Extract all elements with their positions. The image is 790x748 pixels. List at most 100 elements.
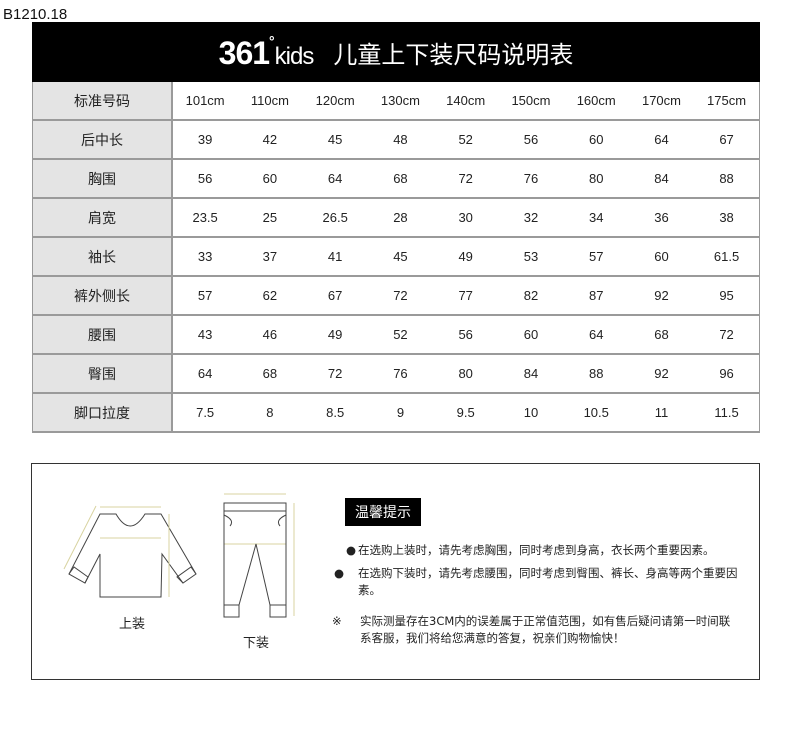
cell: 32 <box>498 198 564 238</box>
cell: 140cm <box>433 82 499 121</box>
cell: 36 <box>628 198 695 238</box>
cell: 60 <box>628 237 695 277</box>
cell: 11 <box>628 393 695 433</box>
cell: 56 <box>498 120 564 160</box>
cell: 64 <box>302 159 368 199</box>
cell: 84 <box>628 159 695 199</box>
bullet-icon: ● <box>334 566 345 580</box>
cell: 64 <box>563 315 629 355</box>
row-label: 袖长 <box>32 237 173 277</box>
cell: 60 <box>563 120 629 160</box>
row-label: 脚口拉度 <box>32 393 173 433</box>
cell: 82 <box>498 276 564 316</box>
cell: 28 <box>367 198 434 238</box>
note-text: 实际测量存在3CM内的误差属于正常值范围，如有售后疑问请第一时间联系客服，我们将… <box>360 614 731 645</box>
cell: 8.5 <box>302 393 368 433</box>
cell: 46 <box>237 315 303 355</box>
note-mark-icon: ※ <box>332 614 342 628</box>
bottom-garment-icon <box>223 502 287 618</box>
cell: 48 <box>367 120 434 160</box>
cell: 92 <box>628 276 695 316</box>
tip-item: ● 在选购上装时，请先考虑胸围，同时考虑到身高，衣长两个重要因素。 <box>346 542 726 559</box>
cell: 49 <box>302 315 368 355</box>
cell: 62 <box>237 276 303 316</box>
row-label: 腰围 <box>32 315 173 355</box>
cell: 8 <box>237 393 303 433</box>
row-label: 裤外侧长 <box>32 276 173 316</box>
cell: 72 <box>433 159 499 199</box>
cell: 67 <box>302 276 368 316</box>
cell: 9 <box>367 393 434 433</box>
table-row: 臀围 64 68 72 76 80 84 88 92 96 <box>32 354 760 394</box>
cell: 77 <box>433 276 499 316</box>
cell: 45 <box>302 120 368 160</box>
cell: 34 <box>563 198 629 238</box>
cell: 84 <box>498 354 564 394</box>
table-row: 脚口拉度 7.5 8 8.5 9 9.5 10 10.5 11 11.5 <box>32 393 760 433</box>
tip-text: 在选购下装时，请先考虑腰围，同时考虑到臀围、裤长、身高等两个重要因素。 <box>358 566 738 597</box>
cell: 38 <box>694 198 760 238</box>
cell: 52 <box>367 315 434 355</box>
cell: 110cm <box>237 82 303 121</box>
cell: 76 <box>498 159 564 199</box>
cell: 10.5 <box>563 393 629 433</box>
row-label: 臀围 <box>32 354 173 394</box>
cell: 68 <box>367 159 434 199</box>
banner: 361°kids 儿童上下装尺码说明表 <box>32 22 760 82</box>
cell: 87 <box>563 276 629 316</box>
table-row: 后中长 39 42 45 48 52 56 60 64 67 <box>32 120 760 160</box>
bottom-garment-label: 下装 <box>243 636 270 651</box>
cell: 96 <box>694 354 760 394</box>
row-label: 标准号码 <box>32 82 173 121</box>
product-code: B1210.18 <box>3 6 68 23</box>
chart-title: 儿童上下装尺码说明表 <box>333 40 574 69</box>
cell: 39 <box>172 120 238 160</box>
cell: 57 <box>172 276 238 316</box>
tip-item: ● 在选购下装时，请先考虑腰围，同时考虑到臀围、裤长、身高等两个重要因素。 <box>334 565 738 599</box>
cell: 68 <box>628 315 695 355</box>
cell: 92 <box>628 354 695 394</box>
size-table: 标准号码 101cm 110cm 120cm 130cm 140cm 150cm 160cm 1… <box>32 82 760 433</box>
cell: 80 <box>563 159 629 199</box>
cell: 11.5 <box>694 393 760 433</box>
cell: 61.5 <box>694 237 760 277</box>
cell: 88 <box>694 159 760 199</box>
table-row: 腰围 43 46 49 52 56 60 64 68 72 <box>32 315 760 355</box>
cell: 45 <box>367 237 434 277</box>
cell: 10 <box>498 393 564 433</box>
cell: 72 <box>694 315 760 355</box>
bullet-icon: ● <box>346 543 357 557</box>
cell: 160cm <box>563 82 629 121</box>
table-row: 袖长 33 37 41 45 49 53 57 60 61.5 <box>32 237 760 277</box>
tips-heading: 温馨提示 <box>345 498 421 526</box>
cell: 101cm <box>172 82 238 121</box>
cell: 53 <box>498 237 564 277</box>
cell: 175cm <box>694 82 760 121</box>
cell: 72 <box>302 354 368 394</box>
cell: 130cm <box>367 82 434 121</box>
cell: 30 <box>433 198 499 238</box>
cell: 95 <box>694 276 760 316</box>
cell: 41 <box>302 237 368 277</box>
brand-logo: 361°kids <box>218 32 315 71</box>
cell: 26.5 <box>302 198 368 238</box>
cell: 56 <box>172 159 238 199</box>
cell: 150cm <box>498 82 564 121</box>
cell: 23.5 <box>172 198 238 238</box>
cell: 80 <box>433 354 499 394</box>
tip-note: ※ 实际测量存在3CM内的误差属于正常值范围，如有售后疑问请第一时间联系客服，我们… <box>332 613 740 647</box>
cell: 7.5 <box>172 393 238 433</box>
cell: 43 <box>172 315 238 355</box>
cell: 170cm <box>628 82 695 121</box>
row-label: 胸围 <box>32 159 173 199</box>
cell: 33 <box>172 237 238 277</box>
cell: 9.5 <box>433 393 499 433</box>
cell: 68 <box>237 354 303 394</box>
cell: 64 <box>628 120 695 160</box>
cell: 120cm <box>302 82 368 121</box>
cell: 60 <box>237 159 303 199</box>
header-row: 标准号码 101cm 110cm 120cm 130cm 140cm 150cm 160cm 1… <box>32 82 760 121</box>
cell: 49 <box>433 237 499 277</box>
